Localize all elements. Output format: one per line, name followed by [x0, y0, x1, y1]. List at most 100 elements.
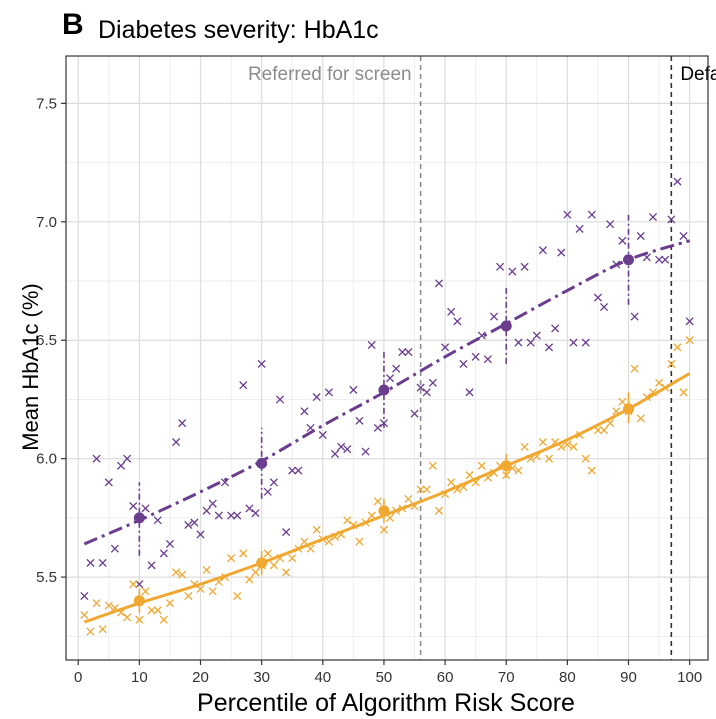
data-point-x: [447, 307, 456, 316]
data-point-x: [202, 565, 211, 575]
data-point-x: [135, 615, 144, 624]
data-point-x: [92, 454, 101, 463]
data-point-x: [104, 601, 113, 610]
data-point-x: [343, 445, 352, 454]
data-point-x: [190, 518, 199, 527]
data-point-x: [447, 478, 456, 487]
data-point-x: [312, 393, 321, 402]
data-point-x: [434, 279, 444, 288]
x-tick-label: 100: [677, 669, 702, 686]
data-point-x: [178, 570, 187, 579]
data-point-x: [227, 511, 236, 520]
data-point-x: [508, 267, 517, 276]
data-point-x: [178, 419, 187, 428]
data-point-x: [80, 591, 89, 601]
mean-point: [378, 384, 390, 396]
data-point-x: [275, 395, 285, 404]
data-point-x: [251, 568, 260, 577]
data-point-x: [282, 568, 291, 577]
data-point-x: [367, 340, 376, 350]
chart-title: Diabetes severity: HbA1c: [98, 16, 379, 44]
data-point-x: [410, 409, 419, 418]
data-point-x: [453, 317, 462, 326]
data-point-x: [471, 352, 480, 361]
data-point-x: [104, 478, 113, 487]
data-point-x: [110, 544, 119, 553]
data-point-x: [575, 224, 584, 233]
data-point-x: [581, 454, 590, 463]
data-point-x: [208, 587, 217, 596]
data-point-x: [422, 485, 431, 494]
data-point-x: [636, 414, 645, 423]
data-point-x: [129, 580, 138, 589]
data-point-x: [422, 388, 431, 397]
mean-point: [256, 457, 268, 469]
data-point-x: [141, 587, 150, 596]
data-point-x: [269, 478, 278, 487]
data-point-x: [196, 530, 205, 539]
data-point-x: [465, 388, 474, 397]
y-tick-label: 7.0: [36, 214, 57, 231]
data-point-x: [153, 516, 162, 525]
data-point-x: [557, 248, 566, 257]
mean-point: [623, 254, 635, 266]
data-point-x: [294, 466, 303, 475]
data-point-x: [538, 246, 547, 255]
data-point-x: [544, 454, 554, 463]
data-point-x: [343, 516, 352, 525]
data-point-x: [465, 471, 474, 480]
data-point-x: [483, 355, 492, 364]
data-point-x: [392, 364, 401, 373]
data-point-x: [599, 303, 609, 312]
data-point-x: [263, 549, 272, 558]
data-point-x: [434, 506, 444, 515]
data-point-x: [123, 454, 132, 463]
x-tick-label: 10: [131, 669, 148, 686]
data-point-x: [655, 378, 664, 387]
data-point-x: [355, 537, 364, 546]
panel-letter: B: [62, 8, 84, 41]
data-point-x: [667, 215, 676, 224]
data-point-x: [618, 397, 627, 406]
data-point-x: [385, 374, 395, 383]
x-tick-label: 0: [74, 669, 82, 686]
mean-point: [133, 595, 145, 607]
data-point-x: [159, 549, 168, 558]
data-points: [80, 177, 694, 636]
data-point-x: [496, 262, 505, 271]
data-point-x: [655, 255, 664, 264]
x-tick-label: 80: [559, 669, 576, 686]
plot-grid: [66, 56, 708, 660]
x-tick-label: 50: [376, 669, 393, 686]
mean-point: [500, 460, 512, 472]
data-point-x: [263, 487, 272, 496]
data-point-x: [538, 438, 547, 447]
data-point-x: [312, 525, 321, 534]
y-tick-label: 6.5: [36, 332, 57, 349]
plot-frame: [65, 55, 709, 661]
x-tick-label: 90: [620, 669, 637, 686]
data-point-x: [373, 497, 382, 506]
data-point-x: [288, 554, 297, 563]
data-point-x: [593, 293, 603, 302]
y-tick-label: 6.0: [36, 451, 57, 468]
data-point-x: [514, 466, 523, 475]
data-point-x: [98, 558, 107, 567]
data-point-x: [214, 511, 223, 520]
data-point-x: [606, 220, 615, 229]
data-point-x: [685, 317, 694, 326]
threshold-label: Referred for screen: [248, 64, 412, 85]
data-point-x: [441, 343, 450, 352]
mean-point: [256, 557, 268, 569]
data-point-x: [135, 580, 144, 589]
data-point-x: [361, 447, 370, 456]
data-point-x: [673, 343, 682, 352]
data-point-x: [587, 210, 596, 219]
data-point-x: [679, 388, 688, 397]
data-point-x: [184, 591, 193, 601]
data-point-x: [599, 426, 609, 435]
x-tick-label: 20: [192, 669, 209, 686]
data-point-x: [349, 385, 358, 395]
data-point-x: [80, 610, 89, 620]
data-point-x: [520, 442, 529, 451]
